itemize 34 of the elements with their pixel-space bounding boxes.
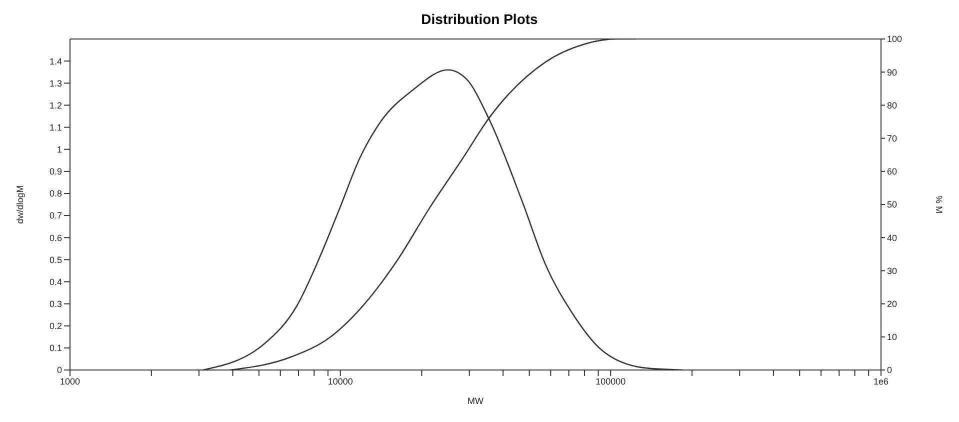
y2-tick-label: 40 <box>887 232 898 243</box>
y-tick-label: 0.5 <box>49 254 62 265</box>
y2-tick-label: 30 <box>887 266 898 276</box>
y2-tick-label: 60 <box>887 166 898 177</box>
y-tick-label: 0.7 <box>49 210 62 221</box>
y-tick-label: 0.6 <box>49 232 62 243</box>
y-tick-label: 1.2 <box>49 100 62 110</box>
y2-tick-label: 0 <box>887 365 892 376</box>
y2-tick-label: 70 <box>887 133 898 144</box>
y-tick-label: 1.3 <box>49 78 62 88</box>
y2-axis-title: % M <box>934 196 944 214</box>
y-tick-label: 1.1 <box>49 122 62 132</box>
x-tick-label: 1000 <box>60 376 80 386</box>
x-tick-label: 10000 <box>328 376 353 386</box>
y2-tick-label: 80 <box>887 100 898 110</box>
chart-title: Distribution Plots <box>420 10 539 29</box>
x-tick-label: 100000 <box>596 376 626 386</box>
y-tick-label: 0.1 <box>49 343 62 354</box>
y-tick-label: 1 <box>56 144 62 155</box>
y2-tick-label: 10 <box>887 332 898 342</box>
y-axis-title: dw/dlogM <box>15 185 26 224</box>
y-tick-label: 0.2 <box>49 321 62 332</box>
y2-tick-label: 50 <box>887 200 898 210</box>
y-tick-label: 0.3 <box>49 298 62 309</box>
y-tick-label: 0.9 <box>49 166 62 177</box>
y-tick-label: 0.4 <box>49 276 62 287</box>
y-tick-label: 1.4 <box>49 56 62 66</box>
x-tick-label: 1e6 <box>873 376 889 386</box>
y-tick-label: 0.8 <box>49 188 62 199</box>
y-tick-label: 0 <box>56 365 62 376</box>
y2-tick-label: 90 <box>887 67 898 78</box>
y2-tick-label: 20 <box>887 298 898 309</box>
y2-tick-label: 100 <box>887 34 902 44</box>
x-axis-title: MW <box>468 396 484 406</box>
